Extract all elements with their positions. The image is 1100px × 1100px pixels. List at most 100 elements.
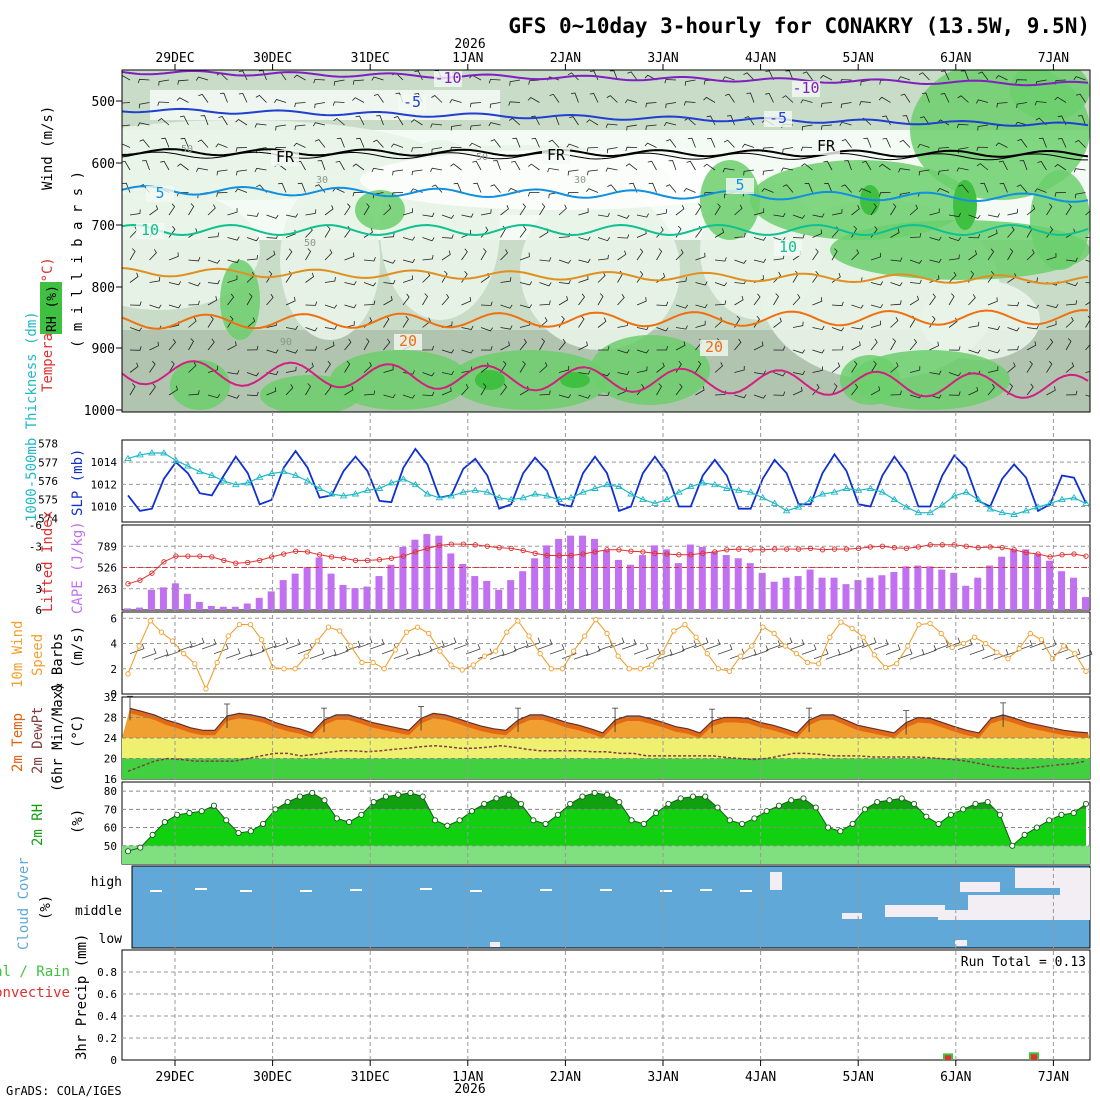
rh-marker	[1021, 831, 1028, 838]
upper-wind-barb	[227, 315, 234, 328]
upper-wind-barb	[314, 139, 326, 148]
upper-wind-barb	[765, 93, 774, 103]
wind-speed-marker	[648, 662, 655, 668]
upper-wind-barb	[512, 137, 521, 148]
upper-wind-barb	[996, 102, 1008, 108]
cloud-thin-gap	[540, 889, 552, 891]
upper-wind-barb	[606, 95, 618, 103]
slp-thickness-panel: 578 577 576 575 574 1014 1012 1010 1000-500mb T…	[24, 311, 1091, 526]
lifted-index-tick-label: -6	[29, 519, 42, 532]
thickness-marker	[1034, 503, 1042, 510]
upper-wind-barb	[489, 102, 501, 109]
upper-wind-barb	[216, 192, 228, 197]
wind-speed-marker	[1061, 643, 1067, 649]
wind-speed-marker	[359, 659, 365, 666]
wind-speed-marker	[1027, 630, 1033, 637]
upper-wind-barb	[176, 97, 189, 103]
temperature-tick-label: 32	[104, 691, 117, 704]
cape-bar	[447, 553, 455, 610]
upper-wind-barb	[617, 214, 630, 219]
upper-wind-barb	[831, 272, 841, 283]
upper-wind-barb	[999, 182, 1008, 193]
upper-wind-barb	[851, 204, 860, 216]
rh-marker	[481, 800, 488, 807]
upper-wind-barb	[1026, 204, 1036, 216]
wind-10m-barb	[417, 645, 433, 657]
upper-wind-barb	[461, 325, 474, 330]
rh-tick-label: 80	[104, 785, 117, 798]
wind-speed-marker	[169, 638, 176, 644]
upper-wind-barb	[363, 362, 372, 373]
thickness-marker	[782, 506, 791, 514]
upper-wind-barb	[317, 160, 326, 171]
upper-wind-barb	[909, 233, 922, 238]
upper-wind-barb	[177, 79, 189, 85]
cape-bar	[435, 535, 443, 610]
cloud-thin-gap	[195, 888, 207, 890]
upper-wind-barb	[363, 282, 377, 287]
wind-speed-marker	[437, 648, 443, 654]
temperature-range-bar	[806, 707, 813, 733]
rh-marker	[775, 802, 782, 809]
upper-wind-barb	[812, 229, 823, 238]
temperature-range-bar	[418, 706, 425, 731]
upper-wind-barb	[500, 249, 508, 261]
cape-bar	[998, 556, 1006, 610]
upper-wind-barb	[879, 192, 891, 197]
slp-axis: 578 577 576 575 574 1014 1012 1010	[38, 438, 117, 526]
thickness-marker	[555, 495, 563, 503]
upper-wind-barb	[578, 370, 591, 375]
wind-speed-marker	[492, 648, 499, 654]
contour-label-bg	[434, 71, 462, 87]
wind-10m-barb	[825, 649, 841, 660]
temperature-range-bar	[1000, 702, 1007, 727]
upper-wind-barb	[273, 99, 287, 104]
rh-marker	[616, 798, 623, 806]
thickness-marker	[1082, 499, 1090, 506]
upper-wind-barb	[948, 317, 958, 328]
upper-wind-barb	[255, 94, 267, 103]
rh-marker	[370, 798, 377, 806]
thickness-marker	[172, 456, 180, 463]
upper-wind-barb	[687, 137, 696, 148]
wind-10m-barb	[189, 637, 205, 649]
upper-wind-barb	[1034, 101, 1047, 106]
upper-wind-barb	[948, 254, 960, 261]
wind-10m-barb	[489, 649, 505, 660]
contour-label: 20	[399, 332, 417, 350]
wind-10m-barb	[633, 644, 649, 655]
lifted-index-marker	[424, 545, 431, 552]
upper-wind-barb	[1074, 139, 1086, 148]
upper-wind-barb	[734, 259, 747, 264]
rh-marker	[1070, 809, 1077, 817]
upper-wind-barb	[587, 169, 599, 176]
rh-saturated-region	[475, 370, 505, 390]
upper-wind-barb	[831, 345, 844, 351]
upper-wind-barb	[617, 234, 630, 239]
thickness-marker	[220, 477, 228, 484]
upper-wind-barb	[1085, 282, 1090, 284]
upper-wind-barb	[1016, 184, 1028, 193]
lifted-index-marker	[508, 545, 514, 552]
cloud-clear-region	[955, 940, 967, 946]
upper-wind-barb	[519, 252, 530, 261]
rh-legend-swatch	[40, 282, 62, 334]
temperature-series	[127, 695, 1089, 773]
upper-wind-barb	[266, 370, 279, 376]
rh-marker	[542, 820, 549, 827]
cape-bar	[124, 608, 131, 610]
rh-marker	[984, 798, 991, 806]
upper-wind-barb	[802, 71, 813, 81]
lifted-index-marker	[292, 548, 299, 554]
lifted-index-marker	[544, 552, 550, 559]
upper-wind-barb	[1026, 341, 1037, 351]
rh-marker	[1058, 811, 1065, 818]
upper-wind-barb	[500, 205, 509, 216]
thickness-marker	[950, 492, 959, 499]
wind-speed-marker	[303, 653, 309, 659]
thickness-marker	[1070, 493, 1078, 501]
wind-label-2: Speed	[30, 634, 46, 676]
precip-convective-label: Convective	[0, 985, 70, 1001]
rh-marker	[714, 804, 721, 811]
cloud-level-label: high	[91, 875, 122, 890]
